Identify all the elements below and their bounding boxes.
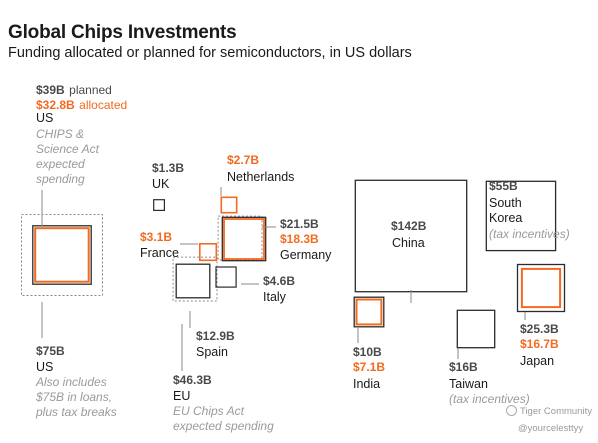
us-total-square: [21, 214, 103, 296]
south-korea-note: (tax incentives): [489, 227, 570, 241]
france-value: $3.1B: [140, 230, 173, 244]
japan-value: $25.3B: [520, 322, 559, 336]
watermark-community: Tiger Community: [506, 405, 592, 418]
italy-square: [215, 266, 237, 288]
us-planned-value: $39B: [36, 83, 65, 97]
netherlands-name: Netherlands: [227, 170, 295, 184]
us-planned-word: planned: [69, 83, 112, 97]
us-allocated-label: $32.8B allocated: [36, 96, 127, 114]
uk-value: $1.3B: [152, 161, 185, 175]
taiwan-square: [456, 309, 496, 349]
india-allocated-square: [355, 298, 383, 326]
japan-allocated-square: [520, 267, 562, 309]
japan-name: Japan: [520, 354, 555, 368]
us-top-note-4: spending: [36, 172, 85, 186]
india-allocated-value: $7.1B: [353, 360, 386, 374]
us-top-note-1: CHIPS &: [36, 127, 85, 141]
eu-name: EU: [173, 389, 191, 403]
eu-value: $46.3B: [173, 373, 212, 387]
south-korea-name-2: Korea: [489, 211, 523, 225]
uk-name: UK: [152, 177, 170, 191]
south-korea-square: [485, 180, 557, 252]
eu-note-1: EU Chips Act: [173, 404, 244, 418]
india-name: India: [353, 377, 381, 391]
us-top-name: US: [36, 111, 54, 125]
japan-allocated-value: $16.7B: [520, 337, 559, 351]
china-value: $142B: [391, 219, 427, 233]
italy-value: $4.6B: [263, 274, 296, 288]
germany-name: Germany: [280, 248, 332, 262]
india-value: $10B: [353, 345, 382, 359]
us-bottom-note-3: plus tax breaks: [36, 405, 117, 419]
spain-value: $12.9B: [196, 329, 235, 343]
taiwan-name: Taiwan: [449, 377, 488, 391]
spain-name: Spain: [196, 345, 228, 359]
eu-total-square-1: [217, 215, 263, 261]
germany-planned-square: [221, 216, 267, 262]
germany-allocated-square: [223, 218, 265, 260]
us-total-value: $75B: [36, 344, 65, 358]
us-planned-label: $39B planned: [36, 81, 112, 99]
south-korea-value: $55B: [489, 179, 518, 193]
tiger-logo-icon: [506, 405, 517, 416]
italy-name: Italy: [263, 290, 286, 304]
france-square: [199, 243, 218, 262]
us-allocated-square: [34, 227, 90, 283]
south-korea-name-1: South: [489, 196, 522, 210]
germany-value: $21.5B: [280, 217, 319, 231]
germany-allocated-value: $18.3B: [280, 232, 319, 246]
watermark-handle: @yourcelesttyy: [518, 423, 584, 434]
uk-square: [153, 199, 165, 211]
us-allocated-value: $32.8B: [36, 98, 75, 112]
us-bottom-note-2: $75B in loans,: [36, 390, 113, 404]
us-top-note-3: expected: [36, 157, 85, 171]
china-name: China: [392, 236, 425, 250]
us-top-note-2: Science Act: [36, 142, 99, 156]
us-bottom-name: US: [36, 360, 54, 374]
eu-total-square-2: [172, 256, 218, 302]
netherlands-value: $2.7B: [227, 153, 260, 167]
chart-title: Global Chips Investments: [8, 22, 237, 43]
taiwan-note: (tax incentives): [449, 392, 530, 406]
chart-subtitle: Funding allocated or planned for semicon…: [8, 45, 412, 61]
us-planned-square: [32, 225, 92, 285]
us-allocated-word: allocated: [79, 98, 128, 112]
japan-planned-square: [516, 263, 566, 313]
eu-note-2: expected spending: [173, 419, 274, 433]
spain-square: [175, 263, 211, 299]
taiwan-value: $16B: [449, 360, 478, 374]
india-planned-square: [353, 296, 385, 328]
us-bottom-note-1: Also includes: [36, 375, 107, 389]
france-name: France: [140, 246, 179, 260]
netherlands-square: [220, 196, 238, 214]
watermark-text-1: Tiger Community: [520, 406, 592, 417]
